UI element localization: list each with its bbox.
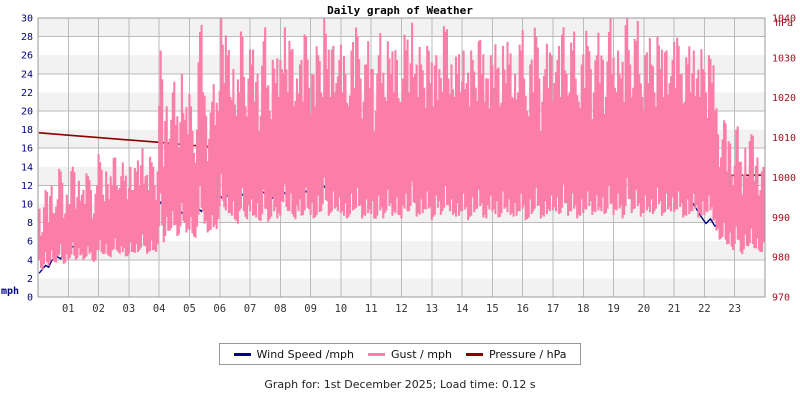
x-axis-tick: 10 [335, 303, 348, 315]
x-axis-tick: 20 [638, 303, 651, 315]
x-axis-tick: 21 [668, 303, 681, 315]
legend: Wind Speed /mph Gust / mph Pressure / hP… [219, 343, 581, 365]
x-axis-tick: 09 [304, 303, 317, 315]
right-axis-tick: 990 [772, 213, 790, 224]
right-axis-tick: 1030 [772, 53, 796, 64]
x-axis-tick: 16 [516, 303, 529, 315]
left-axis-tick: 4 [27, 255, 33, 266]
legend-swatch-gust [368, 352, 386, 356]
footer-caption: Graph for: 1st December 2025; Load time:… [264, 378, 536, 391]
x-axis-tick: 14 [456, 303, 469, 315]
x-axis-tick: 22 [698, 303, 711, 315]
x-axis-tick: 04 [153, 303, 166, 315]
left-axis-tick: 0 [27, 293, 33, 304]
legend-item-pressure: Pressure / hPa [465, 347, 567, 361]
right-axis-tick: 1000 [772, 173, 796, 184]
x-axis-tick: 06 [213, 303, 226, 315]
x-axis-tick: 07 [244, 303, 257, 315]
x-axis-tick: 02 [92, 303, 105, 315]
left-axis-tick: 22 [21, 88, 33, 99]
left-axis-tick: 2 [27, 274, 33, 285]
x-axis-tick: 18 [577, 303, 590, 315]
right-axis-tick: 1010 [772, 133, 796, 144]
x-axis-tick: 01 [62, 303, 75, 315]
legend-item-gust: Gust / mph [368, 348, 452, 361]
x-axis-tick: 03 [123, 303, 136, 315]
x-axis-tick: 15 [486, 303, 499, 315]
x-axis-tick: 23 [728, 303, 741, 315]
left-axis-tick: 8 [27, 218, 33, 229]
left-axis-tick: 24 [21, 69, 33, 80]
x-axis-tick: 12 [395, 303, 408, 315]
x-axis-tick: 08 [274, 303, 287, 315]
page-title: Daily graph of Weather [327, 4, 473, 17]
legend-label-gust: Gust / mph [391, 347, 452, 361]
x-axis-tick: 13 [425, 303, 438, 315]
legend-swatch-wind-speed [233, 352, 251, 356]
left-axis-tick: 30 [21, 14, 33, 25]
legend-label-wind-speed: Wind Speed /mph [256, 347, 355, 361]
right-axis-tick: 1020 [772, 93, 796, 104]
legend-label-pressure: Pressure / hPa [488, 347, 567, 361]
left-axis-unit-label: mph [1, 286, 20, 297]
left-axis-tick: 26 [21, 51, 33, 62]
left-axis-tick: 6 [27, 237, 33, 248]
x-axis-tick: 17 [547, 303, 560, 315]
right-axis-unit-label: hPa [775, 18, 794, 29]
right-axis-tick: 970 [772, 293, 790, 304]
left-axis-tick: 18 [21, 125, 33, 136]
right-axis-tick: 1040 [772, 14, 796, 25]
left-axis-tick: 14 [21, 162, 33, 173]
x-axis-tick: 11 [365, 303, 378, 315]
left-axis-tick: 20 [21, 107, 33, 118]
left-axis-tick: 16 [21, 144, 33, 155]
left-axis-tick: 12 [21, 181, 33, 192]
right-axis-tick: 980 [772, 253, 790, 264]
left-axis-tick: 10 [21, 200, 33, 211]
legend-item-wind-speed: Wind Speed /mph [233, 347, 355, 361]
x-axis-tick: 05 [183, 303, 196, 315]
x-axis-tick: 19 [607, 303, 620, 315]
left-axis-tick: 28 [21, 32, 33, 43]
legend-swatch-pressure [465, 352, 483, 356]
